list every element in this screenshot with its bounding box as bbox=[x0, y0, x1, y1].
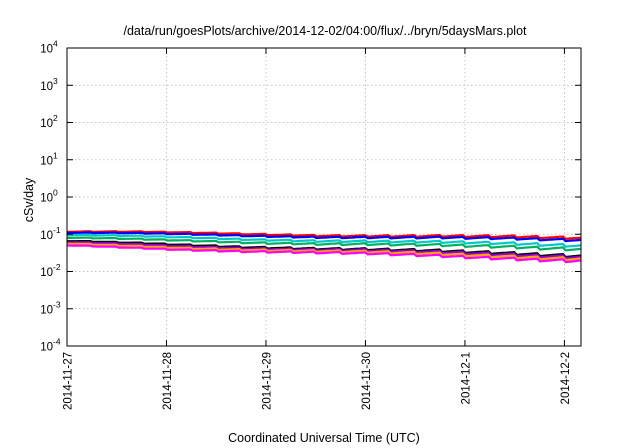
y-axis-label: cSv/day bbox=[22, 177, 36, 222]
series-line bbox=[67, 244, 582, 264]
grid-lines bbox=[67, 48, 581, 346]
y-tick-label: 10 bbox=[40, 44, 53, 56]
y-tick-label: 10 bbox=[40, 81, 53, 93]
y-tick-label: 10 bbox=[40, 304, 53, 316]
series-lines bbox=[66, 230, 582, 264]
y-tick-exponent: 1 bbox=[53, 150, 58, 160]
x-tick-label: 2014-12-2 bbox=[560, 352, 572, 404]
y-tick-label: 10 bbox=[40, 342, 53, 354]
series-line bbox=[67, 242, 582, 262]
x-tick-label: 2014-11-30 bbox=[361, 352, 373, 410]
y-tick-label: 10 bbox=[40, 193, 53, 205]
y-tick-label: 10 bbox=[40, 118, 53, 130]
x-tick-label: 2014-11-28 bbox=[162, 352, 174, 410]
x-tick-label: 2014-12-1 bbox=[460, 352, 472, 404]
y-tick-exponent: 4 bbox=[53, 39, 58, 49]
x-tick-label: 2014-11-29 bbox=[261, 352, 273, 410]
y-tick-label: 10 bbox=[40, 155, 53, 167]
series-line bbox=[66, 231, 582, 243]
y-tick-exponent: 0 bbox=[53, 188, 58, 198]
y-tick-exponent: -3 bbox=[53, 299, 61, 309]
plot-frame bbox=[66, 47, 582, 347]
y-tick-label: 10 bbox=[40, 230, 53, 242]
chart-title: /data/run/goesPlots/archive/2014-12-02/0… bbox=[123, 24, 527, 38]
y-tick-exponent: 3 bbox=[53, 76, 58, 86]
x-tick-label: 2014-11-27 bbox=[63, 352, 75, 410]
series-line bbox=[67, 241, 582, 260]
y-tick-exponent: -2 bbox=[53, 262, 61, 272]
series-line bbox=[67, 233, 582, 248]
x-axis-label: Coordinated Universal Time (UTC) bbox=[228, 431, 420, 445]
y-tick-label: 10 bbox=[40, 267, 53, 279]
series-line bbox=[66, 230, 582, 240]
y-tick-exponent: -1 bbox=[53, 225, 61, 235]
series-line bbox=[66, 236, 582, 252]
y-tick-exponent: -4 bbox=[53, 337, 61, 347]
y-tick-exponent: 2 bbox=[53, 113, 58, 123]
